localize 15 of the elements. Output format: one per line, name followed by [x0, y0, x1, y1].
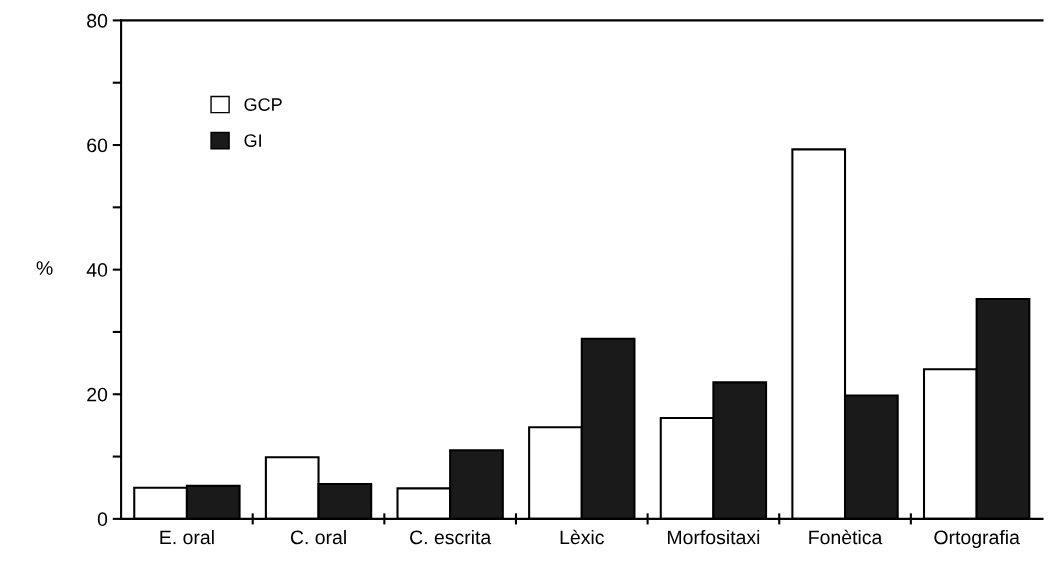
- y-axis-title: %: [36, 261, 53, 275]
- x-tick-label: Lèxic: [560, 529, 604, 545]
- x-tick-label: Ortografia: [934, 529, 1020, 549]
- x-tick-label: E. oral: [160, 529, 214, 545]
- x-tick-label: Morfositaxi: [668, 529, 760, 545]
- y-tick-label: 0: [97, 512, 108, 527]
- y-tick-label: 20: [87, 387, 108, 402]
- x-tick-label: C. escrita: [410, 529, 492, 545]
- y-tick-label: 60: [87, 138, 108, 153]
- legend-label: GI: [244, 134, 261, 147]
- x-tick-label: C. oral: [290, 529, 346, 545]
- y-tick-label: 80: [87, 13, 108, 28]
- x-tick-label: Fonètica: [809, 529, 883, 545]
- legend-label: GCP: [244, 98, 282, 111]
- y-tick-label: 40: [86, 263, 108, 277]
